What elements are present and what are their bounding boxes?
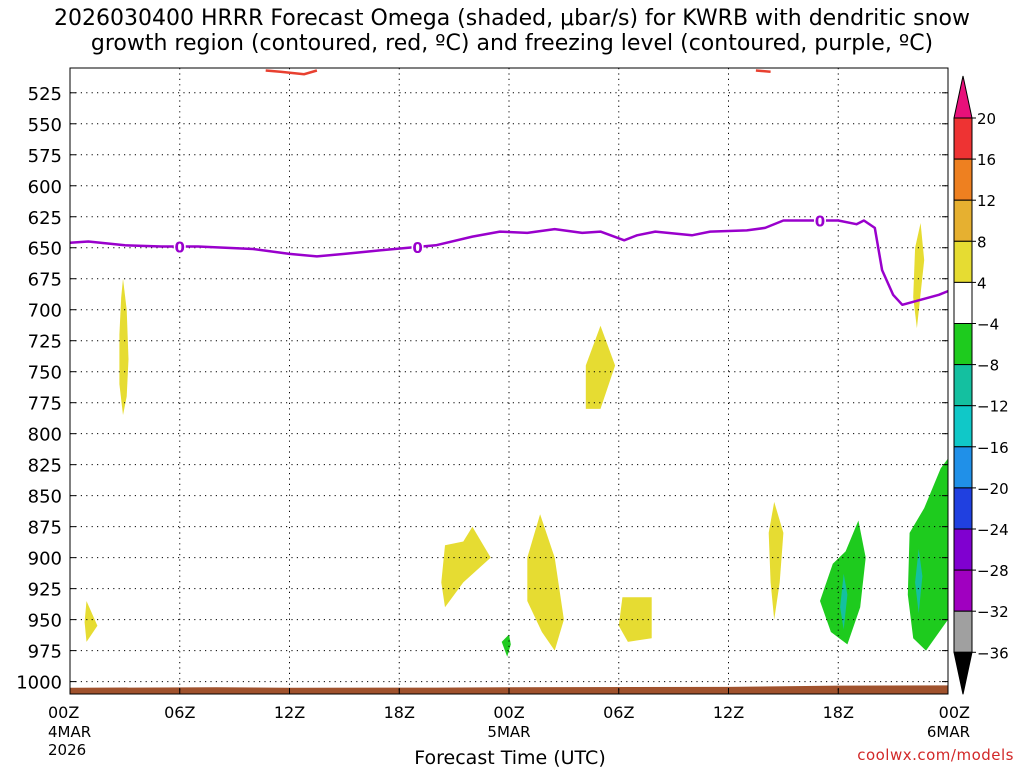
- x-tick-date-0: 4MAR: [48, 723, 91, 741]
- colorbar-label-4: 4: [977, 274, 987, 292]
- y-tick-label-550: 550: [28, 115, 62, 136]
- x-tick-label-0: 00Z: [48, 703, 79, 722]
- omega-region-5: [618, 597, 652, 642]
- omega-colorbar: 20 16 12 8 4 −4 −8 −12 −16 −20 −24 −28 −32 −36: [953, 75, 1009, 695]
- site-credit: coolwx.com/models: [857, 746, 1014, 764]
- omega-region-11: [915, 549, 923, 614]
- omega-region-12: [501, 634, 511, 657]
- omega-region-9: [840, 573, 848, 630]
- colorbar-box-0: [953, 117, 973, 160]
- chart-title: 2026030400 HRRR Forecast Omega (shaded, …: [0, 6, 1024, 56]
- colorbar-label-0: 20: [977, 110, 996, 128]
- colorbar-label-10: −24: [977, 521, 1009, 539]
- freezing-label-bg-2: [813, 212, 826, 229]
- y-tick-label-675: 675: [28, 270, 62, 291]
- colorbar-top-arrow: [953, 75, 973, 119]
- x-tick-label-4: 00Z: [493, 703, 524, 722]
- freezing-level-line: [69, 219, 949, 307]
- y-tick-label-950: 950: [28, 611, 62, 632]
- y-tick-label-825: 825: [28, 456, 62, 477]
- colorbar-label-1: 16: [977, 151, 996, 169]
- omega-region-4: [527, 514, 564, 651]
- x-tick-year-0: 2026: [48, 741, 86, 759]
- x-tick-label-8: 00Z: [939, 703, 970, 722]
- colorbar-label-6: −8: [977, 357, 999, 375]
- x-tick-label-6: 12Z: [713, 703, 744, 722]
- colorbar-bottom-arrow: [953, 651, 973, 695]
- colorbar-label-3: 8: [977, 233, 987, 251]
- colorbar-label-11: −28: [977, 562, 1009, 580]
- y-tick-label-775: 775: [28, 394, 62, 415]
- omega-region-2: [585, 325, 616, 409]
- y-tick-label-575: 575: [28, 146, 62, 167]
- y-tick-label-900: 900: [28, 549, 62, 570]
- dgz-contour-0: [265, 69, 318, 76]
- omega-region-0: [119, 278, 129, 416]
- omega-region-1: [84, 601, 98, 642]
- chart-title-line-1: 2026030400 HRRR Forecast Omega (shaded, …: [54, 6, 970, 31]
- colorbar-label-13: −36: [977, 644, 1009, 662]
- colorbar-label-12: −32: [977, 603, 1009, 621]
- x-axis-title: Forecast Time (UTC): [414, 747, 605, 768]
- freezing-label-bg-1: [411, 238, 424, 255]
- y-tick-label-875: 875: [28, 518, 62, 539]
- freezing-level-layer: 0 0 0: [69, 212, 949, 307]
- x-tick-label-2: 12Z: [274, 703, 305, 722]
- y-tick-label-625: 625: [28, 208, 62, 229]
- omega-region-6: [768, 501, 784, 620]
- x-tick-label-3: 18Z: [384, 703, 415, 722]
- x-tick-date-4: 5MAR: [487, 723, 530, 741]
- colorbar-box-4: [953, 281, 973, 324]
- colorbar-box-7: [953, 405, 973, 448]
- freezing-label-0: 0: [175, 239, 185, 257]
- colorbar-label-2: 12: [977, 192, 996, 210]
- y-tick-label-750: 750: [28, 363, 62, 384]
- pressure-axis: 525 550 575 600 625 650 675 700 725 750 775 800 825 8…: [16, 84, 948, 694]
- x-tick-label-5: 06Z: [603, 703, 634, 722]
- y-tick-label-925: 925: [28, 580, 62, 601]
- omega-region-7: [913, 223, 925, 329]
- colorbar-label-8: −16: [977, 439, 1009, 457]
- colorbar-box-1: [953, 158, 973, 201]
- colorbar-box-6: [953, 364, 973, 407]
- y-tick-label-650: 650: [28, 239, 62, 260]
- colorbar-label-5: −4: [977, 316, 999, 334]
- x-tick-date-8: 6MAR: [927, 723, 970, 741]
- chart-title-line-2: growth region (contoured, red, ºC) and f…: [90, 31, 934, 56]
- colorbar-box-8: [953, 446, 973, 489]
- plot-frame: [69, 67, 949, 695]
- colorbar-box-11: [953, 569, 973, 612]
- y-tick-label-975: 975: [28, 642, 62, 663]
- y-tick-label-800: 800: [28, 425, 62, 446]
- colorbar-box-9: [953, 487, 973, 530]
- freezing-label-1: 0: [412, 239, 422, 257]
- freezing-label-bg-0: [173, 238, 186, 255]
- colorbar-label-9: −20: [977, 480, 1009, 498]
- x-tick-label-7: 18Z: [823, 703, 854, 722]
- y-tick-label-1000: 1000: [16, 673, 62, 694]
- dgz-contour-1: [755, 69, 771, 73]
- colorbar-box-3: [953, 240, 973, 283]
- colorbar-label-7: −12: [977, 398, 1009, 416]
- colorbar-box-10: [953, 528, 973, 571]
- y-tick-label-725: 725: [28, 332, 62, 353]
- y-tick-label-850: 850: [28, 487, 62, 508]
- grid-layer: [70, 68, 948, 694]
- omega-region-3: [441, 526, 491, 608]
- colorbar-box-5: [953, 323, 973, 366]
- omega-region-10: [907, 458, 948, 651]
- omega-shading-layer: [84, 223, 948, 657]
- y-tick-label-700: 700: [28, 301, 62, 322]
- freezing-label-2: 0: [815, 212, 825, 230]
- dendritic-growth-contours: [265, 69, 771, 76]
- y-tick-label-600: 600: [28, 177, 62, 198]
- colorbar-box-12: [953, 610, 973, 653]
- y-tick-label-525: 525: [28, 84, 62, 105]
- colorbar-box-2: [953, 199, 973, 242]
- x-tick-label-1: 06Z: [164, 703, 195, 722]
